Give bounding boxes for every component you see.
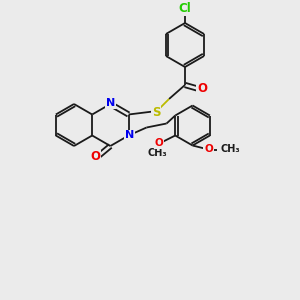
Text: N: N: [125, 130, 134, 140]
Text: O: O: [204, 145, 213, 154]
Text: CH₃: CH₃: [147, 148, 167, 158]
Text: S: S: [152, 106, 160, 118]
Text: O: O: [197, 82, 207, 95]
Text: CH₃: CH₃: [220, 145, 240, 154]
Text: Cl: Cl: [178, 2, 191, 16]
Text: O: O: [155, 139, 164, 148]
Text: N: N: [106, 98, 115, 108]
Text: O: O: [90, 151, 100, 164]
